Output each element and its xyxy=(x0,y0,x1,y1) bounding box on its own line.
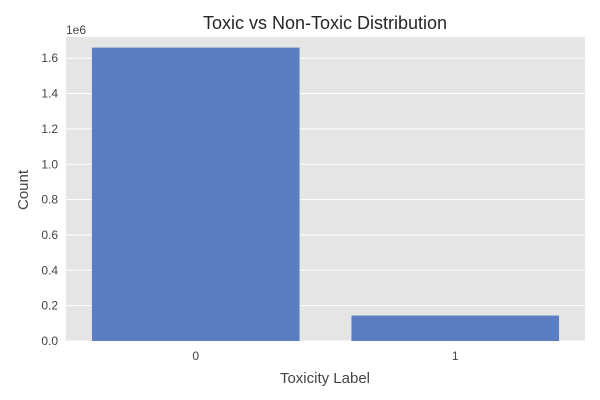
y-tick-label: 1.4 xyxy=(41,87,58,101)
bars xyxy=(91,47,560,342)
y-tick-label: 0.4 xyxy=(41,263,58,277)
x-tick-label: 1 xyxy=(452,349,459,363)
chart-title: Toxic vs Non-Toxic Distribution xyxy=(203,13,447,33)
y-tick-label: 1.0 xyxy=(41,157,58,171)
y-tick-label: 0.6 xyxy=(41,228,58,242)
y-tick-label: 0.8 xyxy=(41,193,58,207)
bar-0 xyxy=(91,47,300,342)
y-offset-label: 1e6 xyxy=(66,23,86,37)
bar-1 xyxy=(351,315,560,341)
y-tick-label: 1.6 xyxy=(41,51,58,65)
x-axis-label: Toxicity Label xyxy=(280,370,370,387)
y-axis-label: Count xyxy=(15,169,32,210)
y-ticks: 0.0 0.2 0.4 0.6 0.8 1.0 1.2 1.4 1.6 xyxy=(41,51,58,348)
x-tick-label: 0 xyxy=(192,349,199,363)
y-tick-label: 1.2 xyxy=(41,122,58,136)
y-tick-label: 0.0 xyxy=(41,334,58,348)
y-tick-label: 0.2 xyxy=(41,299,58,313)
